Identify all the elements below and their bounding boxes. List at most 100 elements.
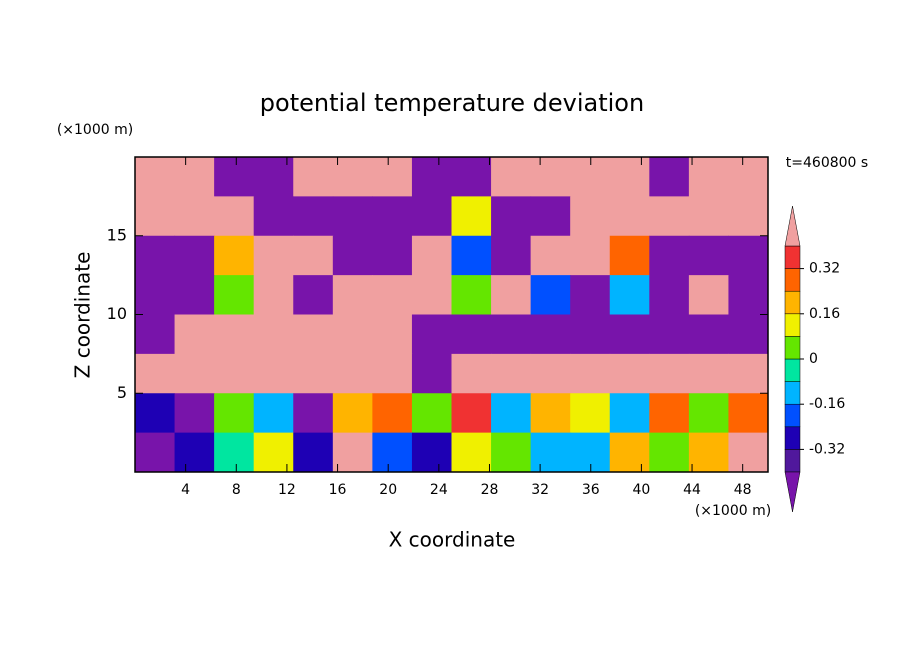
contour-cell <box>530 353 571 394</box>
contour-cell <box>609 196 650 237</box>
contour-cell <box>135 353 176 394</box>
colorbar-band <box>784 358 801 382</box>
contour-cell <box>135 275 176 315</box>
contour-cell <box>609 432 650 473</box>
contour-cell <box>253 235 294 276</box>
contour-cell <box>214 314 255 355</box>
contour-cell <box>570 157 611 197</box>
contour-cell <box>411 353 452 394</box>
contour-cell <box>135 432 176 473</box>
x-tick-label: 28 <box>481 482 499 498</box>
contour-cell <box>688 157 729 197</box>
y-tick-label: 10 <box>107 304 127 323</box>
contour-cell <box>174 353 215 394</box>
contour-cell <box>372 432 413 473</box>
colorbar-tick-label: -0.32 <box>809 441 845 457</box>
contour-cell <box>253 157 294 197</box>
contour-cell <box>530 196 571 237</box>
colorbar-tick-label: 0.16 <box>809 306 840 322</box>
colorbar-tick-label: -0.16 <box>809 396 845 412</box>
chart-title: potential temperature deviation <box>260 89 644 117</box>
contour-cell <box>253 314 294 355</box>
contour-cell <box>491 275 532 315</box>
contour-cell <box>174 235 215 276</box>
x-tick-label: 20 <box>379 482 397 498</box>
colorbar-band <box>784 403 801 428</box>
contour-cell <box>649 353 690 394</box>
contour-cell <box>530 314 571 355</box>
contour-cell <box>332 275 373 315</box>
contour-cell <box>728 196 769 237</box>
contour-cell <box>214 353 255 394</box>
contour-cell <box>530 393 571 434</box>
contour-cell <box>372 235 413 276</box>
contour-cell <box>332 432 373 473</box>
colorbar-band <box>784 336 801 360</box>
contour-cell <box>609 393 650 434</box>
contour-cell <box>728 157 769 197</box>
contour-cell <box>530 157 571 197</box>
contour-cell <box>253 196 294 237</box>
contour-cell <box>372 275 413 315</box>
contour-cell <box>491 393 532 434</box>
contour-cell <box>491 235 532 276</box>
contour-cell <box>411 157 452 197</box>
contour-cell <box>451 196 492 237</box>
contour-cell <box>491 196 532 237</box>
contour-cell <box>411 432 452 473</box>
x-tick-label: 36 <box>582 482 600 498</box>
x-unit: (×1000 m) <box>695 503 771 519</box>
contour-cell <box>649 314 690 355</box>
contour-cell <box>174 393 215 434</box>
contour-cell <box>174 196 215 237</box>
contour-cell <box>253 275 294 315</box>
contour-cell <box>530 275 571 315</box>
contour-cell <box>332 393 373 434</box>
y-tick-label: 5 <box>117 383 127 402</box>
contour-cell <box>451 157 492 197</box>
contour-cell <box>570 353 611 394</box>
colorbar-under <box>784 471 801 513</box>
contour-cell <box>530 432 571 473</box>
colorbar-band <box>784 268 801 292</box>
contour-cell <box>372 393 413 434</box>
colorbar-band <box>784 313 801 337</box>
contour-cell <box>174 275 215 315</box>
contour-cell <box>411 196 452 237</box>
contour-cell <box>135 393 176 434</box>
contour-cell <box>174 157 215 197</box>
contour-cell <box>728 275 769 315</box>
time-annotation: t=460800 s <box>786 155 868 171</box>
contour-cell <box>411 235 452 276</box>
y-axis-label: Z coordinate <box>71 252 95 379</box>
contour-cell <box>214 393 255 434</box>
contour-cell <box>332 157 373 197</box>
contour-cell <box>570 196 611 237</box>
contour-cell <box>728 353 769 394</box>
contour-cell <box>372 353 413 394</box>
contour-cell <box>293 235 334 276</box>
colorbar-band <box>784 449 801 473</box>
contour-cell <box>372 157 413 197</box>
x-tick-label: 44 <box>683 482 701 498</box>
contour-cell <box>728 393 769 434</box>
contour-cell <box>214 235 255 276</box>
contour-cell <box>451 432 492 473</box>
contour-cell <box>688 353 729 394</box>
x-tick-label: 4 <box>181 482 190 498</box>
contour-cell <box>214 196 255 237</box>
contour-cell <box>649 157 690 197</box>
contour-cell <box>174 314 215 355</box>
x-tick-label: 40 <box>632 482 650 498</box>
contour-cell <box>174 432 215 473</box>
contour-cell <box>293 196 334 237</box>
contour-cell <box>411 314 452 355</box>
contour-field <box>135 157 769 473</box>
contour-cell <box>688 196 729 237</box>
colorbar-band <box>784 426 801 450</box>
colorbar-band <box>784 290 801 315</box>
contour-cell <box>570 432 611 473</box>
contour-cell <box>451 353 492 394</box>
contour-cell <box>135 157 176 197</box>
contour-cell <box>491 353 532 394</box>
